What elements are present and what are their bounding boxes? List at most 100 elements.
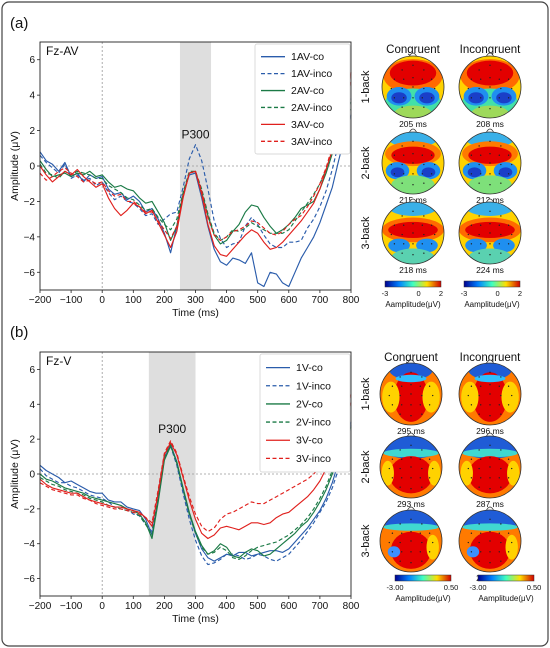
- topomap-latency: 293 ms: [397, 499, 425, 509]
- y-tick-label: 6: [29, 55, 35, 66]
- colorbar-label: Aamplitude(μV): [464, 300, 520, 309]
- colorbar-tick: 0.50: [527, 583, 542, 592]
- series-3AV-co: [39, 71, 352, 257]
- y-tick-label: 4: [29, 91, 35, 102]
- colorbar-tick: 0.50: [444, 583, 459, 592]
- colorbar-gradient: [384, 280, 442, 288]
- colorbar: -3 0 2 Aamplitude(μV): [461, 280, 522, 309]
- p300-label: P300: [181, 128, 209, 142]
- x-tick-label: 200: [156, 295, 173, 306]
- x-tick-label: 700: [312, 295, 329, 306]
- legend-entry: 2V-inco: [296, 417, 331, 429]
- y-tick-label: −4: [24, 539, 36, 550]
- topomap-latency: 296 ms: [476, 426, 504, 436]
- scalp-topomap: [381, 198, 445, 265]
- x-tick-label: 800: [343, 295, 360, 306]
- scalp-topomap: [458, 506, 522, 573]
- legend: 1V-co 1V-inco 2V-co 2V-inco 3V-co 3V-inco: [259, 353, 351, 473]
- legend-entry: 1V-co: [296, 362, 323, 374]
- topomap-column-header: Congruent: [384, 352, 439, 364]
- x-tick-label: 300: [187, 295, 204, 306]
- x-tick-label: −200: [29, 295, 52, 306]
- legend: 1AV-co 1AV-inco 2AV-co 2AV-inco 3AV-co 3AV-in…: [254, 43, 351, 155]
- y-tick-label: 4: [29, 400, 35, 411]
- colorbar: -3.00 0.50 Aamplitude(μV): [469, 574, 542, 603]
- chart-title: Fz-AV: [46, 44, 78, 58]
- series-1AV-inco: [39, 98, 352, 249]
- legend-entry: 3V-co: [296, 435, 323, 447]
- legend-entry: 1AV-inco: [291, 68, 332, 80]
- topomap-column-header: Congruent: [386, 44, 441, 56]
- topomap-row-label: 3-back: [360, 524, 372, 558]
- x-tick-label: 800: [343, 601, 360, 612]
- y-axis-label: Amplitude (μV): [9, 131, 21, 201]
- y-tick-label: 2: [29, 126, 35, 137]
- head-outline: [458, 201, 522, 265]
- legend-entry: 2AV-inco: [291, 102, 332, 114]
- head-outline: [458, 435, 522, 499]
- y-axis-label: Amplitude (μV): [9, 439, 21, 509]
- colorbar-tick: -3: [382, 289, 389, 298]
- x-tick-label: −100: [60, 295, 83, 306]
- colorbar-tick: 0: [496, 289, 500, 298]
- colorbar-tick: -3.00: [469, 583, 486, 592]
- head-outline: [381, 201, 445, 265]
- legend-entry: 3V-inco: [296, 453, 331, 465]
- legend-entry: 1V-inco: [296, 380, 331, 392]
- x-tick-label: 100: [125, 295, 142, 306]
- topomap-row-label: 1-back: [360, 377, 372, 411]
- legend-box: [259, 353, 351, 473]
- x-tick-label: 500: [249, 601, 266, 612]
- series-2AV-inco: [39, 108, 352, 241]
- y-tick-label: 2: [29, 435, 35, 446]
- head-outline: [458, 131, 522, 195]
- scalp-topomap: [458, 432, 522, 499]
- head-outline: [458, 362, 522, 426]
- scalp-topomap: [379, 506, 443, 573]
- topomap-column-header: Incongruent: [460, 352, 522, 364]
- x-tick-label: 0: [99, 295, 105, 306]
- colorbar-tick: -3.00: [386, 583, 403, 592]
- legend-entry: 2AV-co: [291, 85, 324, 97]
- colorbar-label: Aamplitude(μV): [385, 300, 441, 309]
- panel-a: (a)−200 −100 0 100 200 300 400 500 600 700 800−6−4…: [9, 15, 522, 319]
- erp-chart: −200 −100 0 100 200 300 400 500 600 700 800 −6 −4 −2 0…: [9, 351, 360, 625]
- head-outline: [458, 55, 522, 119]
- x-tick-label: −100: [60, 601, 83, 612]
- x-tick-label: 400: [218, 295, 235, 306]
- x-axis-label: Time (ms): [172, 613, 219, 625]
- colorbar-gradient: [463, 280, 521, 288]
- topomap-latency: 287 ms: [476, 499, 504, 509]
- legend-entry: 3AV-inco: [291, 136, 332, 148]
- series-3V-inco: [39, 393, 352, 533]
- x-tick-label: −200: [29, 601, 52, 612]
- legend-entry: 2V-co: [296, 398, 323, 410]
- colorbar-gradient: [477, 574, 535, 582]
- x-tick-label: 300: [187, 601, 204, 612]
- colorbar-tick: 2: [439, 289, 443, 298]
- colorbar: -3.00 0.50 Aamplitude(μV): [386, 574, 459, 603]
- colorbar-tick: 2: [518, 289, 522, 298]
- topomap-column-header: Incongruent: [460, 44, 522, 56]
- legend-entry: 3AV-co: [291, 119, 324, 131]
- topomap-latency: 205 ms: [399, 119, 427, 129]
- y-tick-label: −2: [24, 197, 36, 208]
- erp-chart: −200 −100 0 100 200 300 400 500 600 700 800 −6 −4 −2 0…: [9, 41, 360, 319]
- x-tick-label: 600: [280, 601, 297, 612]
- legend-box: [254, 43, 351, 155]
- p300-label: P300: [158, 422, 186, 436]
- head-outline: [379, 435, 443, 499]
- series-1V-inco: [39, 425, 352, 566]
- colorbar-tick: -3: [461, 289, 468, 298]
- panel-label: (b): [10, 324, 28, 341]
- y-tick-label: 0: [29, 470, 35, 481]
- scalp-topomap: [458, 198, 522, 265]
- legend-entry: 1AV-co: [291, 51, 324, 63]
- head-outline: [458, 509, 522, 573]
- head-outline: [379, 362, 443, 426]
- series-3AV-inco: [39, 80, 352, 241]
- series-2V-inco: [39, 428, 352, 560]
- x-tick-label: 400: [218, 601, 235, 612]
- colorbar-label: Aamplitude(μV): [395, 594, 451, 603]
